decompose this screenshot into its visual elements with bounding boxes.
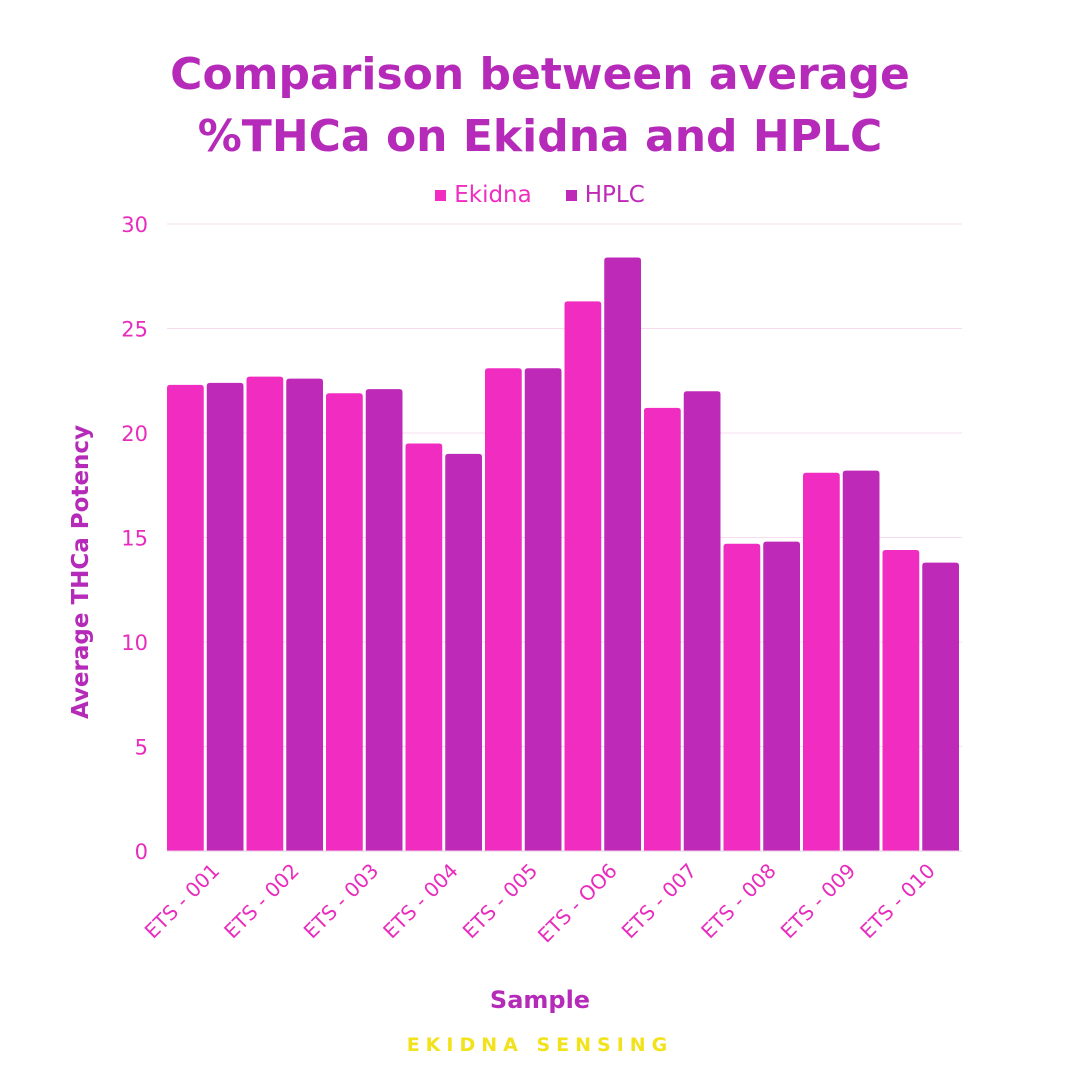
bar-hplc — [842, 470, 880, 851]
x-tick-label: ETS - 007 — [617, 859, 702, 944]
legend-swatch-hplc — [565, 189, 577, 201]
legend-item-hplc: HPLC — [565, 182, 645, 208]
bar-hplc — [524, 368, 562, 851]
x-tick-label: ETS - 002 — [219, 859, 304, 944]
x-tick-label: ETS - OO6 — [533, 859, 622, 948]
footer-brand: EKIDNA SENSING — [406, 1034, 674, 1056]
bar-hplc — [922, 562, 959, 851]
y-tick-label: 25 — [121, 318, 148, 342]
y-tick-label: 0 — [135, 840, 148, 864]
bar-ekidna — [246, 376, 284, 851]
legend-item-ekidna: Ekidna — [435, 182, 532, 208]
x-tick-label: ETS - 004 — [378, 859, 463, 944]
y-tick-label: 10 — [121, 631, 148, 655]
bar-hplc — [763, 541, 800, 851]
x-tick-label: ETS - 001 — [140, 859, 225, 944]
bar-ekidna — [644, 407, 681, 851]
bar-hplc — [604, 257, 641, 851]
x-axis-label: Sample — [490, 986, 590, 1014]
x-tick-label: ETS - 009 — [776, 859, 861, 944]
bar-ekidna — [723, 543, 761, 851]
x-tick-label: ETS - 003 — [299, 859, 384, 944]
bar-ekidna — [485, 368, 522, 851]
bar-ekidna — [564, 301, 602, 852]
x-tick-label: ETS - 005 — [458, 859, 543, 944]
bar-hplc — [365, 389, 403, 851]
chart-title-line-1: Comparison between average — [170, 49, 910, 100]
x-tick-label: ETS - 008 — [696, 859, 781, 944]
bar-ekidna — [405, 443, 443, 851]
y-tick-label: 20 — [121, 422, 148, 446]
chart-title: Comparison between average %THCa on Ekid… — [0, 44, 1080, 168]
bar-hplc — [445, 453, 482, 851]
bar-hplc — [683, 391, 721, 851]
x-tick-label: ETS - 010 — [855, 859, 940, 944]
legend-swatch-ekidna — [435, 189, 447, 201]
y-axis-label: Average THCa Potency — [68, 425, 94, 719]
legend-label-hplc: HPLC — [584, 182, 645, 208]
y-tick-label: 5 — [135, 736, 148, 760]
bar-hplc — [286, 378, 323, 851]
y-tick-label: 15 — [121, 527, 148, 551]
bar-ekidna — [803, 472, 840, 851]
chart-title-line-2: %THCa on Ekidna and HPLC — [197, 111, 883, 162]
bar-ekidna — [326, 393, 363, 851]
bar-ekidna — [882, 550, 920, 851]
bar-ekidna — [167, 384, 204, 851]
legend: Ekidna HPLC — [0, 182, 1080, 208]
bar-hplc — [206, 382, 244, 851]
y-tick-label: 30 — [121, 213, 148, 237]
legend-label-ekidna: Ekidna — [454, 182, 532, 208]
